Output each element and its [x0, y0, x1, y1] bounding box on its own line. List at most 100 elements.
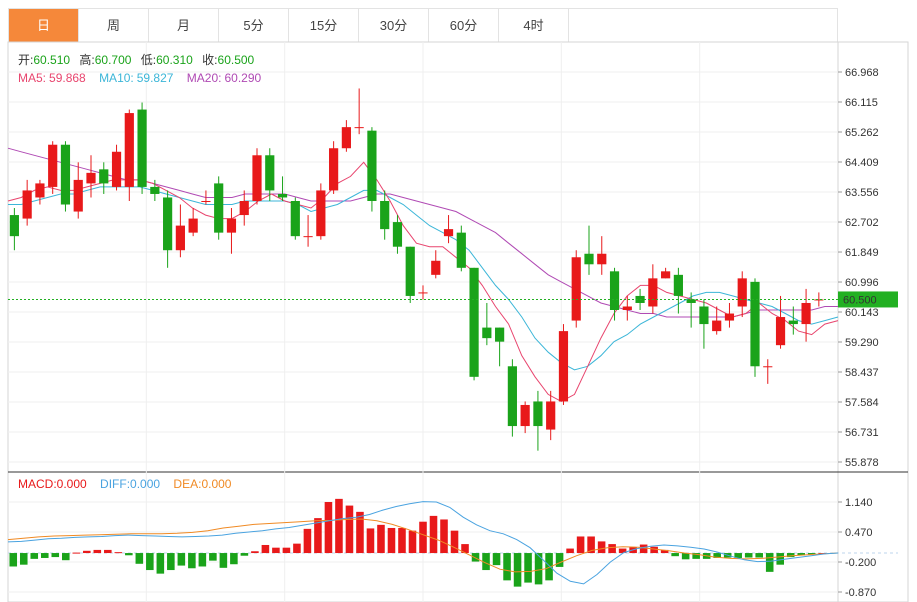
macd-histogram-bar — [219, 553, 228, 568]
macd-histogram-bar — [566, 548, 574, 554]
ma-legend: MA5: 59.868 MA10: 59.827 MA20: 60.290 — [18, 71, 262, 85]
y-tick-label: 56.731 — [845, 427, 879, 439]
macd-tick-label: -0.200 — [845, 557, 876, 569]
candle-body — [124, 113, 134, 187]
candle-body — [329, 148, 339, 191]
macd-histogram-bar — [356, 511, 364, 554]
macd-histogram-bar — [713, 553, 721, 558]
candle-body — [737, 278, 747, 307]
candle-body — [175, 225, 185, 251]
tab-2[interactable]: 月 — [149, 9, 219, 42]
ma5-value: 59.868 — [49, 71, 86, 85]
macd-histogram-bar — [156, 553, 165, 574]
candle-body — [99, 169, 109, 184]
macd-histogram-bar — [587, 536, 595, 554]
macd-histogram-bar — [776, 553, 784, 565]
macd-histogram-bar — [345, 505, 354, 554]
tab-5[interactable]: 30分 — [359, 9, 429, 42]
y-tick-label: 63.556 — [845, 187, 879, 199]
macd-legend: MACD:0.000 DIFF:0.000 DEA:0.000 — [18, 477, 232, 491]
candle-body — [495, 327, 505, 342]
macd-histogram-bar — [335, 498, 343, 554]
macd-histogram-bar — [492, 553, 501, 566]
macd-axis: 1.140 0.470 -0.200 -0.870 — [838, 497, 876, 599]
macd-histogram-bar — [251, 551, 259, 554]
macd-histogram-bar — [545, 553, 553, 581]
period-tabs: 日周月 5分 15分 30分 60分 4时 — [8, 8, 838, 42]
candle-body — [214, 183, 224, 233]
macd-histogram-bar — [618, 548, 627, 554]
low-value: 60.310 — [156, 53, 193, 67]
macd-histogram-bar — [408, 530, 417, 554]
macd-histogram-bar — [198, 553, 207, 567]
candle-body — [750, 281, 760, 367]
y-tick-label: 65.262 — [845, 127, 879, 139]
tab-6[interactable]: 60分 — [429, 9, 499, 42]
macd-histogram-bar — [293, 543, 301, 554]
candle-body — [469, 267, 479, 377]
macd-histogram-bar — [660, 549, 669, 554]
y-tick-label: 59.290 — [845, 337, 879, 349]
dea-line — [7, 518, 839, 573]
diff-line — [7, 501, 839, 585]
macd-histogram-bar — [524, 553, 532, 583]
macd-histogram-bar — [114, 552, 123, 554]
macd-histogram-bar — [9, 553, 18, 567]
candle-body — [341, 127, 351, 149]
macd-histogram-bar — [62, 553, 70, 561]
y-tick-label: 60.143 — [845, 307, 879, 319]
tab-3[interactable]: 5分 — [219, 9, 289, 42]
candle-body — [533, 401, 543, 427]
tab-7[interactable]: 4时 — [499, 9, 569, 42]
macd-histogram-bar — [650, 546, 658, 554]
candle-body — [431, 260, 441, 275]
candle-body — [456, 232, 466, 268]
candle-body — [558, 331, 569, 402]
candle-body — [724, 313, 735, 321]
tab-0[interactable]: 日 — [9, 9, 79, 42]
candle-body — [418, 292, 428, 294]
candle-body — [507, 366, 517, 427]
y-tick-label: 66.115 — [845, 97, 878, 109]
macd-histogram-bar — [692, 553, 700, 559]
ma10-line — [8, 186, 839, 371]
y-tick-label: 62.702 — [845, 217, 879, 229]
candle-body — [316, 190, 326, 237]
macd-histogram-bar — [503, 553, 511, 581]
candle-body — [648, 278, 658, 307]
macd-histogram-bar — [377, 524, 385, 554]
candle-body — [48, 144, 58, 187]
candle-body — [163, 197, 173, 251]
ohlc-legend: 开:60.510 高:60.700 低:60.310 收:60.500 — [18, 52, 255, 67]
diff-label: DIFF: — [100, 477, 130, 491]
candle-body — [367, 130, 377, 201]
candle-body — [290, 200, 300, 237]
macd-histogram-bar — [765, 553, 774, 572]
low-label: 低: — [141, 53, 156, 67]
macd-histogram-bar — [177, 553, 186, 566]
ma20-label: MA20: — [187, 71, 222, 85]
macd-histogram-bar — [135, 553, 144, 564]
tab-1[interactable]: 周 — [79, 9, 149, 42]
macd-histogram-bar — [639, 544, 648, 554]
candlesticks — [9, 88, 824, 451]
candle-body — [622, 306, 632, 311]
candle-body — [686, 299, 696, 303]
candle-body — [111, 151, 122, 187]
macd-histogram-bar — [272, 547, 280, 554]
macd-histogram-bar — [608, 544, 616, 554]
macd-histogram-bar — [104, 549, 112, 554]
current-price-line: 60.500 — [8, 291, 898, 308]
macd-histogram-bar — [576, 536, 585, 554]
macd-histogram-bar — [461, 544, 469, 554]
candle-body — [763, 366, 773, 368]
y-tick-label: 60.996 — [845, 277, 879, 289]
candle-body — [239, 200, 249, 216]
macd-histogram-bar — [671, 553, 679, 557]
dea-value: 0.000 — [201, 477, 231, 491]
macd-histogram-bar — [429, 515, 438, 554]
ma10-value: 59.827 — [137, 71, 174, 85]
y-tick-label: 57.584 — [845, 397, 879, 409]
tab-4[interactable]: 15分 — [289, 9, 359, 42]
candle-body — [597, 253, 607, 265]
